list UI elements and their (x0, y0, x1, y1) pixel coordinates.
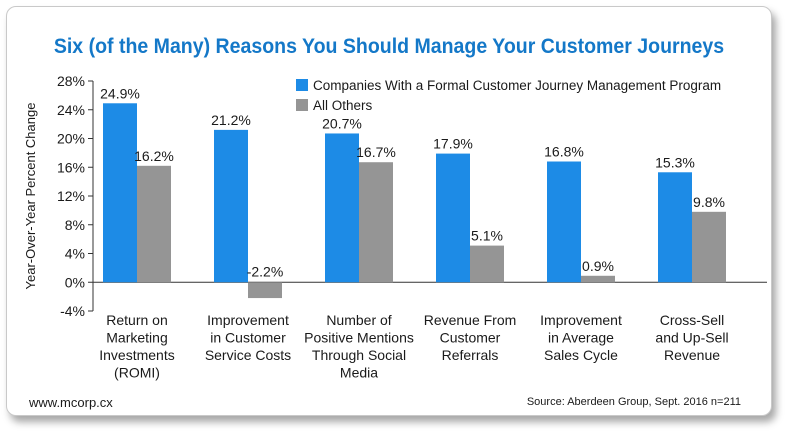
data-label: 9.8% (693, 194, 725, 210)
bar-series-b (137, 165, 171, 283)
bar-series-a (103, 103, 137, 283)
legend-swatch-series-b (296, 99, 308, 111)
y-tick-label: 4% (65, 246, 85, 262)
legend-item-series-a: Companies With a Formal Customer Journey… (296, 75, 721, 95)
y-tick-label: 28% (57, 73, 85, 89)
data-label: 5.1% (471, 228, 503, 244)
category-label: Improvement in Average Sales Cycle (540, 312, 622, 363)
legend-label-series-a: Companies With a Formal Customer Journey… (313, 77, 722, 93)
bar-series-a (325, 133, 359, 283)
data-label: 16.7% (356, 144, 396, 160)
chart-legend: Companies With a Formal Customer Journey… (296, 75, 721, 115)
y-tick-label: 12% (57, 188, 85, 204)
bar-chart: -4% 0% 4% 8% 12% 16% 20% 24% 28% Year-Over-Year P… (23, 73, 767, 381)
data-label: 16.2% (134, 148, 174, 164)
website-link[interactable]: www.mcorp.cx (29, 395, 113, 410)
y-tick-label: 8% (65, 217, 85, 233)
legend-item-series-b: All Others (296, 95, 721, 115)
bar-series-a (436, 153, 470, 283)
category-label: Revenue From Customer Referrals (424, 312, 517, 363)
data-label: 20.7% (322, 115, 362, 131)
y-tick-label: 20% (57, 131, 85, 147)
bar-series-b (581, 275, 615, 283)
data-label: 24.9% (100, 85, 140, 101)
data-label: -2.2% (247, 263, 284, 279)
y-tick-label: 16% (57, 159, 85, 175)
category-label: Number of Positive Mentions Through Social… (304, 312, 414, 381)
source-note: Source: Aberdeen Group, Sept. 2016 n=211 (526, 396, 741, 408)
legend-swatch-series-a (296, 79, 308, 91)
y-axis-title: Year-Over-Year Percent Change (23, 103, 38, 290)
bar-series-b (359, 162, 393, 283)
data-label: 21.2% (211, 112, 251, 128)
category-label: Return on Marketing Investments (ROMI) (99, 312, 174, 381)
bar-series-b (470, 245, 504, 283)
bar-series-a (547, 161, 581, 283)
bar-series-a (658, 172, 692, 283)
legend-label-series-b: All Others (313, 97, 373, 113)
y-tick-label: 24% (57, 102, 85, 118)
category-label: Cross-Sell and Up-Sell Revenue (655, 312, 728, 363)
data-label: 0.9% (582, 258, 614, 274)
data-label: 15.3% (655, 154, 695, 170)
chart-title: Six (of the Many) Reasons You Should Man… (53, 35, 725, 58)
bar-series-b (248, 282, 282, 299)
category-label: Improvement in Customer Service Costs (205, 312, 291, 363)
bar-series-b (692, 211, 726, 283)
data-label: 16.8% (544, 144, 584, 160)
chart-card: Six (of the Many) Reasons You Should Man… (6, 6, 772, 416)
bar-series-a (214, 129, 248, 283)
y-tick-label: -4% (60, 303, 85, 319)
y-tick-label: 0% (65, 274, 85, 290)
data-label: 17.9% (433, 136, 473, 152)
